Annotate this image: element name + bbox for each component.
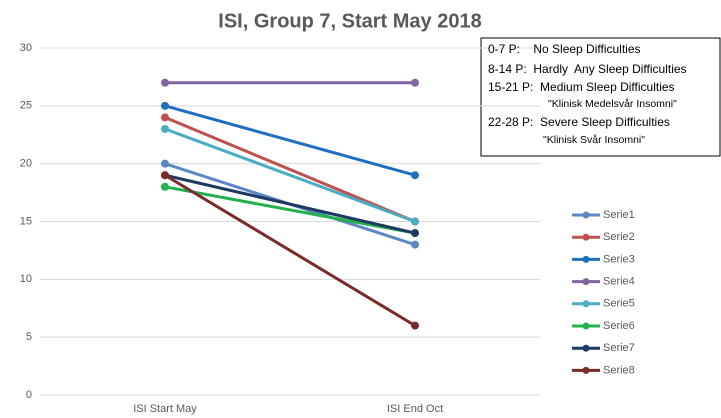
series-line	[164, 104, 416, 177]
point	[411, 321, 419, 330]
legend-label: Serie3	[603, 253, 635, 265]
legend-marker	[582, 300, 590, 308]
legend-label: Serie6	[603, 320, 635, 332]
point	[161, 171, 169, 180]
point	[161, 101, 169, 110]
point	[411, 78, 419, 87]
legend-marker	[582, 233, 590, 241]
legend-marker	[582, 278, 590, 286]
legend-marker	[582, 366, 590, 374]
point	[411, 240, 419, 249]
point	[411, 171, 419, 180]
legend-marker	[582, 344, 590, 352]
point	[161, 159, 169, 168]
legend-label: Serie5	[603, 298, 635, 310]
y-tick-label: 15	[20, 215, 32, 227]
point	[161, 113, 169, 122]
y-tick-label: 25	[20, 100, 32, 112]
y-tick-label: 30	[20, 42, 32, 54]
y-tick-label: 5	[26, 331, 32, 343]
series-line	[164, 127, 416, 223]
legend-label: Serie2	[603, 231, 635, 243]
y-tick-label: 10	[20, 273, 32, 285]
chart-title: ISI, Group 7, Start May 2018	[218, 10, 481, 32]
legend-label: Serie8	[603, 364, 635, 376]
legend-marker	[582, 255, 590, 263]
legend-label: Serie4	[603, 276, 635, 288]
point	[411, 217, 419, 226]
annotation-line: 0-7 P: No Sleep Difficulties	[488, 42, 641, 56]
y-tick-label: 0	[26, 389, 32, 401]
x-tick-label: ISI Start May	[133, 403, 197, 415]
point	[161, 78, 169, 87]
series-line	[164, 185, 416, 235]
legend-label: Serie1	[603, 209, 635, 221]
x-tick-label: ISI End Oct	[387, 403, 443, 415]
annotation-box	[480, 37, 721, 157]
annotation-line: "Klinisk Svår Insomni"	[543, 134, 645, 146]
point	[411, 229, 419, 238]
annotation-line: 8-14 P: Hardly Any Sleep Difficulties	[488, 62, 687, 76]
series-line	[164, 173, 416, 327]
series-line	[164, 116, 416, 223]
point	[161, 182, 169, 191]
annotation-line: "Klinisk Medelsvår Insomni"	[548, 98, 677, 110]
series-line	[164, 173, 416, 235]
legend-label: Serie7	[603, 342, 635, 354]
point	[161, 124, 169, 133]
legend-marker	[582, 322, 590, 330]
annotation-line: 15-21 P: Medium Sleep Difficulties	[488, 80, 675, 94]
annotation-line: 22-28 P: Severe Sleep Difficulties	[488, 115, 670, 129]
legend-marker	[582, 211, 590, 219]
y-tick-label: 20	[20, 158, 32, 170]
